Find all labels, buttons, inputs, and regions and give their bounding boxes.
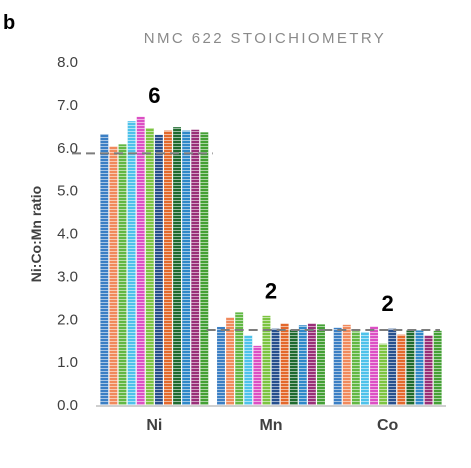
- bar: [154, 134, 163, 405]
- y-tick-label: 5.0: [57, 183, 78, 200]
- bar: [191, 129, 200, 405]
- x-tick-label: Co: [377, 417, 399, 434]
- bar: [127, 121, 136, 405]
- bar: [200, 132, 209, 405]
- bars-group: [100, 116, 442, 406]
- bar: [217, 326, 225, 405]
- y-tick-label: 3.0: [57, 268, 78, 285]
- bar: [262, 315, 271, 405]
- bar: [433, 330, 442, 405]
- bar: [307, 323, 316, 405]
- bar: [182, 130, 191, 405]
- bar: [109, 146, 118, 405]
- annotations: 6 2 2: [148, 83, 394, 316]
- bar: [388, 328, 397, 405]
- chart-title: NMC 622 STOICHIOMETRY: [144, 30, 386, 47]
- bar: [118, 144, 127, 405]
- ratio-annotation: 6: [148, 83, 160, 108]
- bar: [289, 329, 298, 405]
- bar: [342, 324, 351, 405]
- ratio-annotation: 2: [265, 278, 277, 303]
- y-tick-label: 8.0: [57, 54, 78, 71]
- x-tick-label: Ni: [146, 417, 162, 434]
- bar: [298, 325, 307, 405]
- bar: [164, 130, 172, 405]
- bar: [397, 334, 406, 405]
- bar: [253, 345, 262, 405]
- bar: [244, 335, 253, 405]
- bar: [317, 324, 325, 405]
- bar: [351, 331, 360, 405]
- bar: [415, 330, 424, 405]
- bar: [173, 127, 182, 406]
- x-tick-label: Mn: [259, 417, 282, 434]
- y-tick-label: 2.0: [57, 311, 78, 328]
- ratio-annotation: 2: [382, 291, 394, 316]
- bar: [379, 343, 388, 405]
- bar: [280, 323, 289, 405]
- bar: [360, 332, 369, 405]
- y-tick-label: 1.0: [57, 354, 78, 371]
- reference-lines: [72, 152, 440, 331]
- bar: [235, 312, 244, 405]
- x-axis-ticks: Ni Mn Co: [146, 417, 398, 434]
- bar: [333, 327, 342, 405]
- y-axis-label: Ni:Co:Mn ratio: [28, 186, 44, 282]
- panel-label: b: [3, 12, 15, 34]
- bar: [406, 330, 415, 405]
- bar: [226, 317, 235, 405]
- bar: [370, 326, 378, 405]
- bar: [271, 328, 280, 405]
- y-tick-label: 0.0: [57, 397, 78, 414]
- y-axis-ticks: 0.01.02.03.04.05.06.07.08.0: [57, 54, 78, 414]
- bar: [145, 128, 154, 405]
- y-tick-label: 4.0: [57, 226, 78, 243]
- bar: [424, 335, 433, 405]
- bar: [100, 134, 109, 405]
- bar: [136, 116, 145, 405]
- y-tick-label: 7.0: [57, 97, 78, 114]
